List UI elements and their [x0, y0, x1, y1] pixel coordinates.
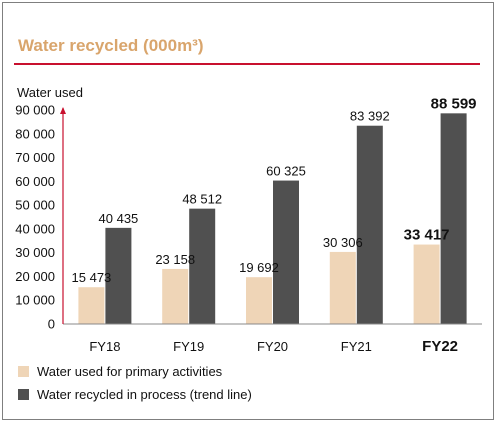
y-tick-label: 50 000 [15, 198, 55, 213]
data-label-primary: 15 473 [72, 270, 112, 285]
y-tick-label: 80 000 [15, 126, 55, 141]
data-label-primary: 30 306 [323, 235, 363, 250]
bar-recycled [105, 227, 132, 324]
bar-recycled [189, 208, 216, 324]
legend-label-recycled: Water recycled in process (trend line) [37, 387, 252, 402]
data-label-recycled: 88 599 [431, 95, 477, 112]
bar-primary [246, 277, 272, 324]
bar-primary [329, 251, 356, 324]
y-tick-label: 70 000 [15, 150, 55, 165]
chart-title: Water recycled (000m³) [18, 36, 204, 55]
y-axis-label: Water used [17, 85, 83, 100]
legend-swatch-primary [18, 366, 29, 377]
chart-frame [2, 2, 494, 420]
data-label-primary: 19 692 [239, 260, 279, 275]
y-tick-label: 60 000 [15, 174, 55, 189]
y-tick-label: 40 000 [15, 221, 55, 236]
legend-item-primary: Water used for primary activities [18, 364, 222, 379]
data-label-primary: 33 417 [404, 227, 450, 244]
x-tick-label: FY18 [89, 339, 120, 354]
y-tick-label: 0 [48, 317, 55, 332]
data-label-recycled: 60 325 [266, 164, 306, 179]
bar-recycled [440, 113, 467, 324]
bar-recycled [356, 125, 383, 324]
data-label-primary: 23 158 [155, 252, 195, 267]
data-label-recycled: 83 392 [350, 109, 390, 124]
data-label-recycled: 40 435 [99, 211, 139, 226]
title-rule [14, 63, 480, 65]
y-tick-label: 30 000 [15, 245, 55, 260]
y-axis-arrowhead [60, 107, 66, 114]
data-label-recycled: 48 512 [182, 192, 222, 207]
bar-primary [413, 244, 440, 324]
y-tick-label: 10 000 [15, 293, 55, 308]
legend-label-primary: Water used for primary activities [37, 364, 223, 379]
legend-swatch-recycled [18, 389, 29, 400]
legend-item-recycled: Water recycled in process (trend line) [18, 387, 252, 402]
bar-recycled [273, 180, 299, 324]
bar-primary [162, 268, 189, 324]
x-tick-label: FY19 [173, 339, 204, 354]
y-tick-label: 90 000 [15, 103, 55, 118]
bar-primary [78, 287, 105, 324]
x-tick-label: FY21 [341, 339, 372, 354]
x-tick-label: FY20 [257, 339, 288, 354]
y-tick-label: 20 000 [15, 269, 55, 284]
x-tick-label: FY22 [422, 338, 458, 355]
